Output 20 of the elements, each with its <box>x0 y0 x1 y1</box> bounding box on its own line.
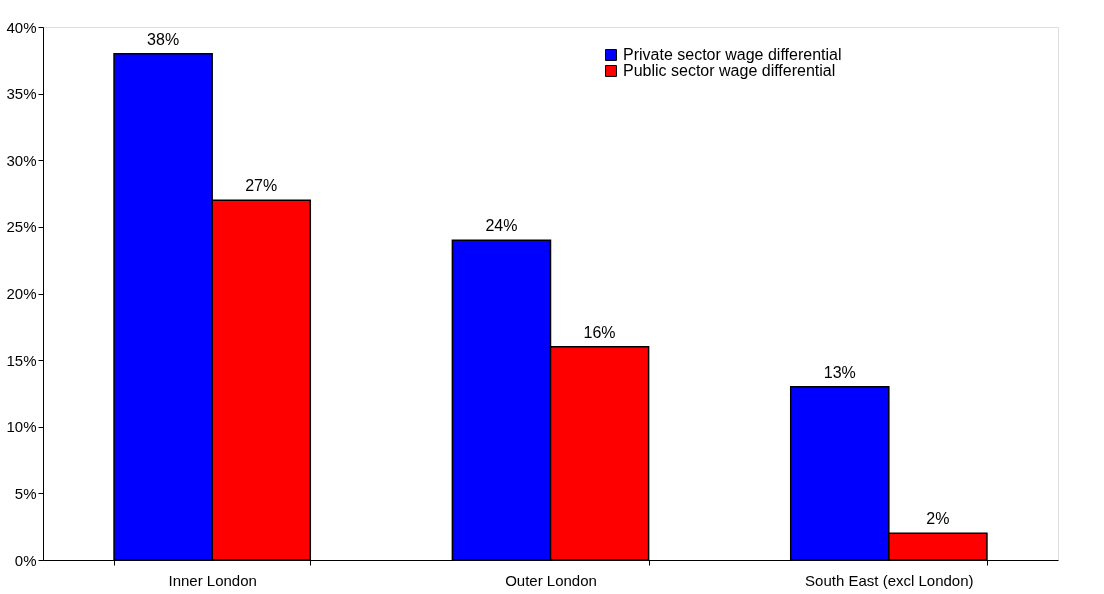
y-tick-label: 30% <box>6 151 37 169</box>
x-tick-label: Outer London <box>505 571 597 589</box>
legend-label: Private sector wage differential <box>623 46 842 63</box>
y-tick-label: 15% <box>6 351 37 369</box>
data-label: 24% <box>485 217 518 235</box>
y-tick-label: 35% <box>6 85 37 103</box>
x-tick-label: Inner London <box>168 571 257 589</box>
data-label: 13% <box>823 363 856 381</box>
y-tick-label: 10% <box>6 418 37 436</box>
data-label: 16% <box>583 323 616 341</box>
y-tick-label: 5% <box>14 484 37 502</box>
y-tick-label: 20% <box>6 285 37 302</box>
data-label: 2% <box>926 510 950 528</box>
y-tick-label: 0% <box>14 551 37 569</box>
data-label: 27% <box>245 177 278 195</box>
legend-label: Public sector wage differential <box>623 62 836 79</box>
y-tick-label: 25% <box>6 218 37 236</box>
x-tick-label: South East (excl London) <box>805 571 974 589</box>
data-label: 38% <box>147 30 180 48</box>
y-tick-label: 40% <box>6 18 37 36</box>
